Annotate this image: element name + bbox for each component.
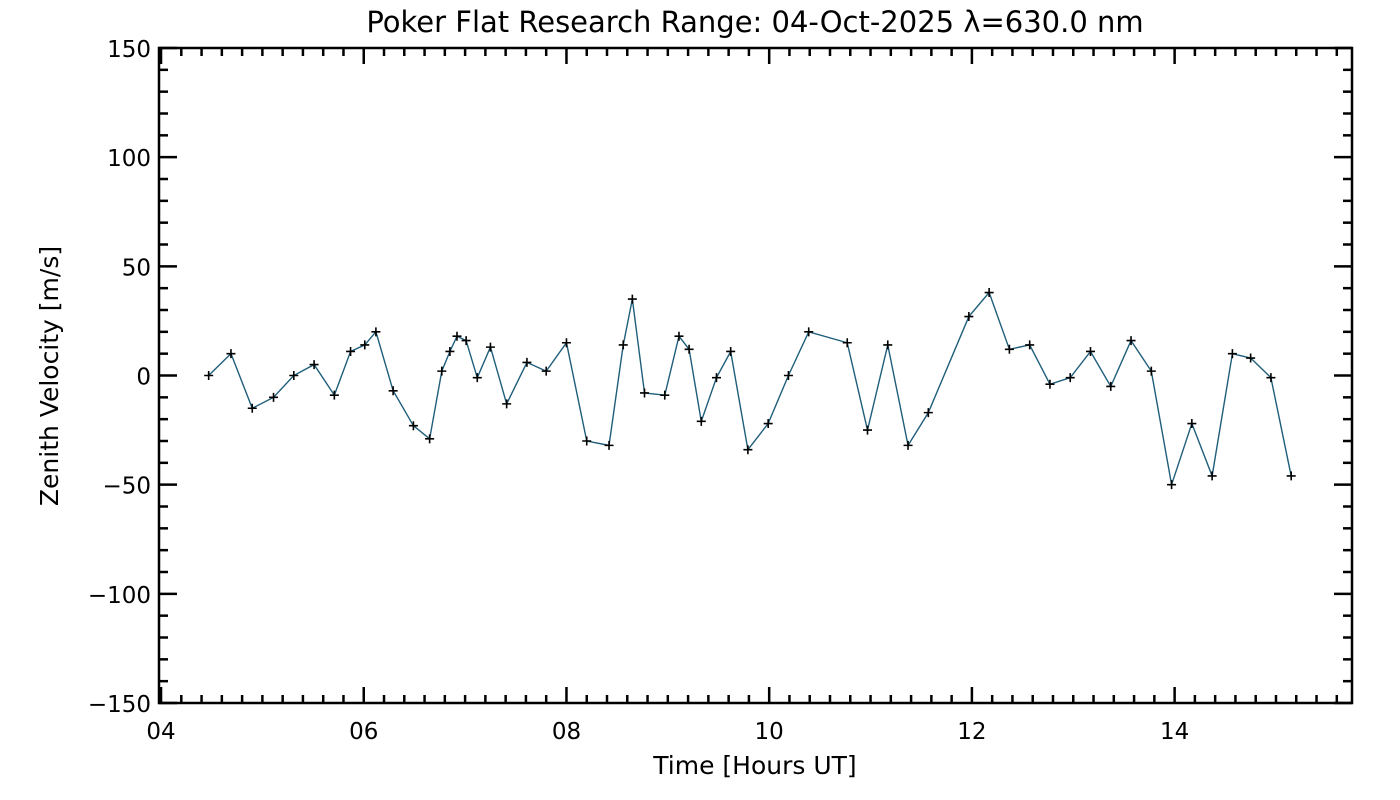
data-point-marker	[541, 366, 551, 376]
data-series	[204, 288, 1296, 490]
data-point-marker	[1004, 344, 1014, 354]
data-point-marker	[329, 390, 339, 400]
data-point-marker	[1045, 379, 1055, 389]
data-point-marker	[743, 445, 753, 455]
data-point-marker	[485, 342, 495, 352]
data-point-marker	[309, 360, 319, 370]
data-point-marker	[1227, 349, 1237, 359]
data-point-marker	[763, 419, 773, 429]
data-point-marker	[903, 440, 913, 450]
data-point-marker	[204, 371, 214, 380]
data-point-marker	[1266, 373, 1276, 383]
y-tick-label: 150	[107, 37, 151, 63]
data-point-marker	[388, 386, 398, 396]
data-point-marker	[604, 440, 614, 450]
data-point-marker	[660, 390, 670, 400]
tick-labels: 04 06 08 10 12 14 −150 −100 −50 0 50 100 150	[88, 37, 1189, 745]
data-point-marker	[923, 408, 933, 418]
data-point-marker	[472, 373, 482, 383]
x-tick-label: 08	[552, 719, 581, 745]
data-point-marker	[1207, 471, 1217, 481]
data-point-marker	[726, 346, 736, 356]
data-point-marker	[247, 403, 257, 413]
data-point-marker	[964, 312, 974, 322]
x-tick-label: 10	[755, 719, 784, 745]
data-point-marker	[984, 288, 994, 298]
x-tick-label: 06	[349, 719, 378, 745]
data-point-marker	[289, 371, 299, 380]
data-point-marker	[437, 366, 447, 376]
data-point-marker	[684, 344, 694, 354]
data-point-marker	[842, 338, 852, 348]
data-point-marker	[1025, 340, 1035, 350]
data-point-marker	[561, 338, 571, 348]
data-point-marker	[627, 294, 637, 304]
data-point-marker	[582, 436, 592, 446]
x-tick-label: 04	[146, 719, 175, 745]
series-line	[208, 291, 1292, 485]
data-point-marker	[461, 336, 471, 346]
data-point-marker	[522, 357, 532, 367]
y-axis-label: Zenith Velocity [m/s]	[35, 246, 64, 506]
x-axis-label: Time [Hours UT]	[652, 751, 856, 780]
data-point-marker	[1065, 373, 1075, 383]
y-tick-label: 0	[136, 365, 151, 391]
y-tick-label: −50	[102, 474, 151, 500]
data-point-marker	[1187, 419, 1197, 429]
data-point-marker	[452, 331, 462, 341]
data-point-marker	[346, 346, 356, 356]
plot-frame	[157, 46, 1354, 705]
data-point-marker	[804, 327, 814, 337]
data-point-marker	[226, 349, 236, 359]
data-point-marker	[408, 421, 418, 431]
data-point-marker	[425, 434, 435, 444]
data-point-marker	[371, 327, 381, 337]
data-point-marker	[711, 373, 721, 383]
data-point-marker	[883, 340, 893, 350]
x-tick-label: 12	[957, 719, 986, 745]
data-point-marker	[1167, 480, 1177, 490]
data-point-marker	[783, 371, 793, 380]
x-tick-label: 14	[1160, 719, 1189, 745]
data-point-marker	[1106, 381, 1116, 391]
data-point-marker	[618, 340, 628, 350]
data-point-marker	[269, 392, 279, 402]
data-point-marker	[674, 331, 684, 341]
data-point-marker	[502, 399, 512, 409]
y-tick-label: −100	[88, 583, 151, 609]
data-point-marker	[1146, 366, 1156, 376]
chart-title: Poker Flat Research Range: 04-Oct-2025 λ…	[366, 5, 1143, 39]
data-point-marker	[863, 425, 873, 435]
data-point-marker	[696, 416, 706, 426]
y-tick-label: −150	[88, 692, 151, 718]
data-point-marker	[360, 340, 370, 350]
data-point-marker	[640, 388, 650, 398]
data-point-marker	[1286, 471, 1296, 481]
data-point-marker	[1085, 346, 1095, 356]
y-tick-label: 100	[107, 146, 151, 172]
data-point-marker	[1126, 336, 1136, 346]
data-point-marker	[445, 346, 455, 356]
data-point-marker	[1246, 353, 1256, 363]
y-tick-label: 50	[122, 255, 151, 281]
